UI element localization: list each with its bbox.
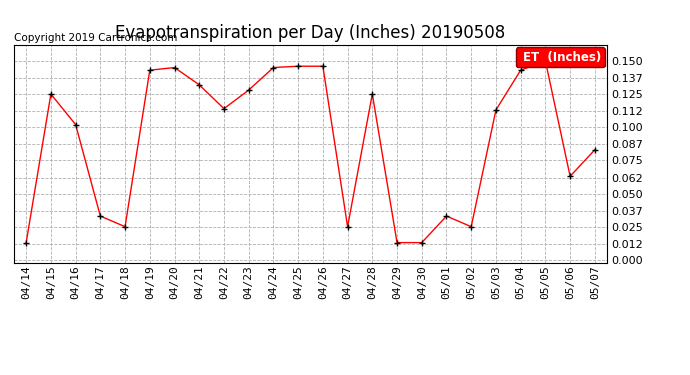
Title: Evapotranspiration per Day (Inches) 20190508: Evapotranspiration per Day (Inches) 2019… <box>115 24 506 42</box>
Legend: ET  (Inches): ET (Inches) <box>516 47 605 68</box>
Text: Copyright 2019 Cartronics.com: Copyright 2019 Cartronics.com <box>14 33 177 43</box>
